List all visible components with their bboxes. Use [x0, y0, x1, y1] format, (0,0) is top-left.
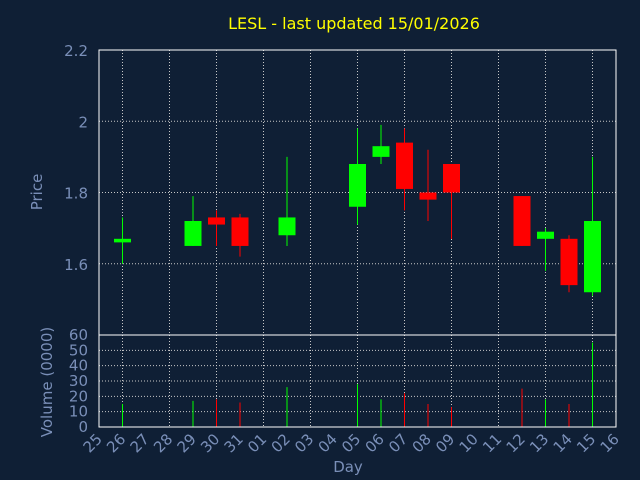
- y-axis-label: Price: [28, 174, 46, 211]
- volume-tick-label: 20: [69, 387, 88, 405]
- x-tick-label: 29: [174, 430, 200, 456]
- x-ticks: 2526272829303101020304050607080910111213…: [80, 430, 623, 456]
- chart-title: LESL - last updated 15/01/2026: [228, 14, 480, 33]
- x-tick-label: 28: [150, 430, 176, 456]
- y-tick-label: 2: [78, 113, 88, 131]
- candle-body: [114, 238, 131, 243]
- x-tick-label: 09: [432, 430, 458, 456]
- candle-body: [184, 221, 202, 246]
- candle-body: [349, 164, 366, 207]
- volume-tick-label: 30: [69, 372, 88, 390]
- x-tick-label: 13: [526, 430, 552, 456]
- y-tick-label: 1.6: [64, 256, 88, 274]
- x-tick-label: 31: [221, 430, 247, 456]
- candles: [114, 124, 601, 296]
- candle-body: [443, 164, 460, 193]
- candle-body: [513, 196, 531, 246]
- volume-tick-label: 40: [69, 357, 88, 375]
- x-tick-label: 26: [103, 430, 129, 456]
- x-tick-label: 01: [244, 430, 270, 456]
- candle-body: [208, 217, 225, 225]
- x-tick-label: 14: [550, 430, 576, 456]
- x-tick-label: 27: [127, 430, 153, 456]
- y-tick-label: 1.8: [64, 185, 88, 203]
- x-tick-label: 02: [268, 430, 294, 456]
- candle-body: [278, 217, 296, 236]
- x-tick-label: 12: [503, 430, 529, 456]
- y-ticks: 1.6 1.8 2 2.2: [64, 42, 88, 274]
- x-tick-label: 05: [338, 430, 364, 456]
- x-tick-label: 15: [573, 430, 599, 456]
- volume-tick-label: 60: [69, 326, 88, 344]
- volume-bars: [122, 342, 593, 427]
- volume-axis-label: Volume (0000): [38, 327, 56, 437]
- candle-body: [537, 231, 554, 239]
- candle-body: [372, 146, 390, 157]
- x-tick-label: 16: [597, 430, 623, 456]
- candle-body: [419, 192, 437, 200]
- x-tick-label: 04: [315, 430, 341, 456]
- x-tick-label: 10: [456, 430, 482, 456]
- x-tick-label: 11: [479, 430, 505, 456]
- x-tick-label: 07: [385, 430, 411, 456]
- x-tick-label: 03: [291, 430, 317, 456]
- x-axis-label: Day: [333, 458, 363, 476]
- x-tick-label: 30: [197, 430, 223, 456]
- candle-body: [584, 221, 601, 293]
- x-tick-label: 08: [409, 430, 435, 456]
- volume-tick-label: 0: [78, 418, 88, 436]
- y-tick-label: 2.2: [64, 42, 88, 60]
- candle-body: [560, 238, 578, 286]
- x-tick-label: 06: [362, 430, 388, 456]
- volume-tick-label: 50: [69, 341, 88, 359]
- candle-body: [396, 142, 413, 189]
- volume-tick-label: 10: [69, 403, 88, 421]
- volume-panel-frame: [98, 334, 617, 428]
- candle-body: [231, 217, 249, 246]
